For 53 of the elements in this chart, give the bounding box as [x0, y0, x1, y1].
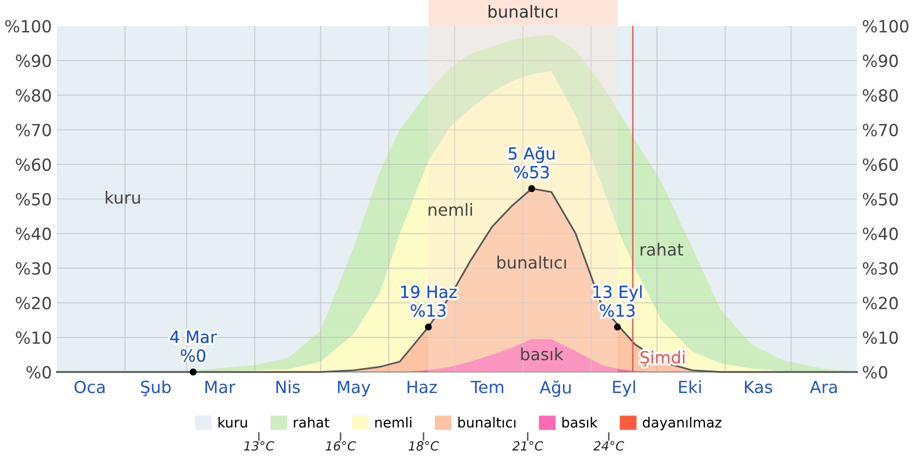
y-tick-label: %90 — [16, 54, 51, 68]
y2-tick-label: %20 — [862, 296, 898, 310]
text: 24°C — [593, 441, 624, 451]
y-tick-label: %40 — [16, 228, 51, 240]
y-tick-label: %10 — [16, 331, 51, 344]
text: 18°C — [408, 441, 439, 451]
legend-label: nemli — [375, 416, 412, 428]
text: basık — [521, 348, 564, 360]
text: nemli — [428, 203, 472, 216]
x-tick-label: Nis — [276, 380, 300, 394]
y-tick-label: %80 — [16, 89, 51, 102]
legend-label: dayanılmaz — [642, 416, 722, 430]
annotation: 4 Mar %0 — [170, 330, 217, 362]
x-tick-label: Ağu — [540, 380, 571, 397]
x-tick-label: Haz — [408, 380, 437, 394]
y-tick-label: %100 — [5, 20, 51, 33]
text: 16°C — [326, 441, 356, 451]
text: 21°C — [512, 441, 544, 451]
y-tick-label: %0 — [26, 366, 51, 379]
y-tick-label: %20 — [16, 296, 51, 310]
x-tick-label: Eki — [679, 380, 701, 393]
legend-label: basık — [562, 416, 598, 428]
text: rahat — [640, 242, 684, 256]
y2-tick-label: %50 — [862, 192, 898, 206]
y2-tick-label: %0 — [862, 366, 888, 379]
y2-tick-label: %90 — [862, 54, 898, 68]
x-tick-label: Şub — [141, 380, 171, 396]
x-tick-label: Mar — [205, 380, 236, 394]
text: 13°C — [244, 441, 274, 451]
x-tick-label: May — [338, 380, 370, 396]
text: bunaltıcı — [497, 256, 566, 269]
legend-label: kuru — [218, 416, 247, 428]
y2-tick-label: %10 — [862, 331, 898, 344]
legend-label: rahat — [294, 416, 330, 428]
x-tick-label: Ara — [810, 380, 837, 394]
x-tick-label: Tem — [470, 380, 504, 394]
y-tick-label: %70 — [16, 124, 51, 136]
x-tick-label: Oca — [74, 380, 105, 394]
text: kuru — [106, 190, 140, 204]
legend-label: bunaltıcı — [458, 416, 516, 428]
y-tick-label: %30 — [16, 262, 51, 275]
y2-tick-label: %70 — [862, 124, 898, 136]
band-label: bunaltıcı — [488, 4, 558, 18]
y2-tick-label: %40 — [862, 228, 898, 240]
x-tick-label: Eyl — [613, 380, 635, 396]
y-tick-label: %50 — [16, 192, 51, 206]
y2-tick-label: %30 — [862, 262, 898, 275]
y2-tick-label: %60 — [862, 158, 898, 171]
y2-tick-label: %100 — [862, 20, 908, 33]
x-tick-label: Kas — [744, 380, 772, 394]
y-tick-label: %60 — [16, 158, 51, 171]
annotation: 5 Ağu %53 — [508, 146, 554, 178]
y2-tick-label: %80 — [862, 89, 898, 102]
